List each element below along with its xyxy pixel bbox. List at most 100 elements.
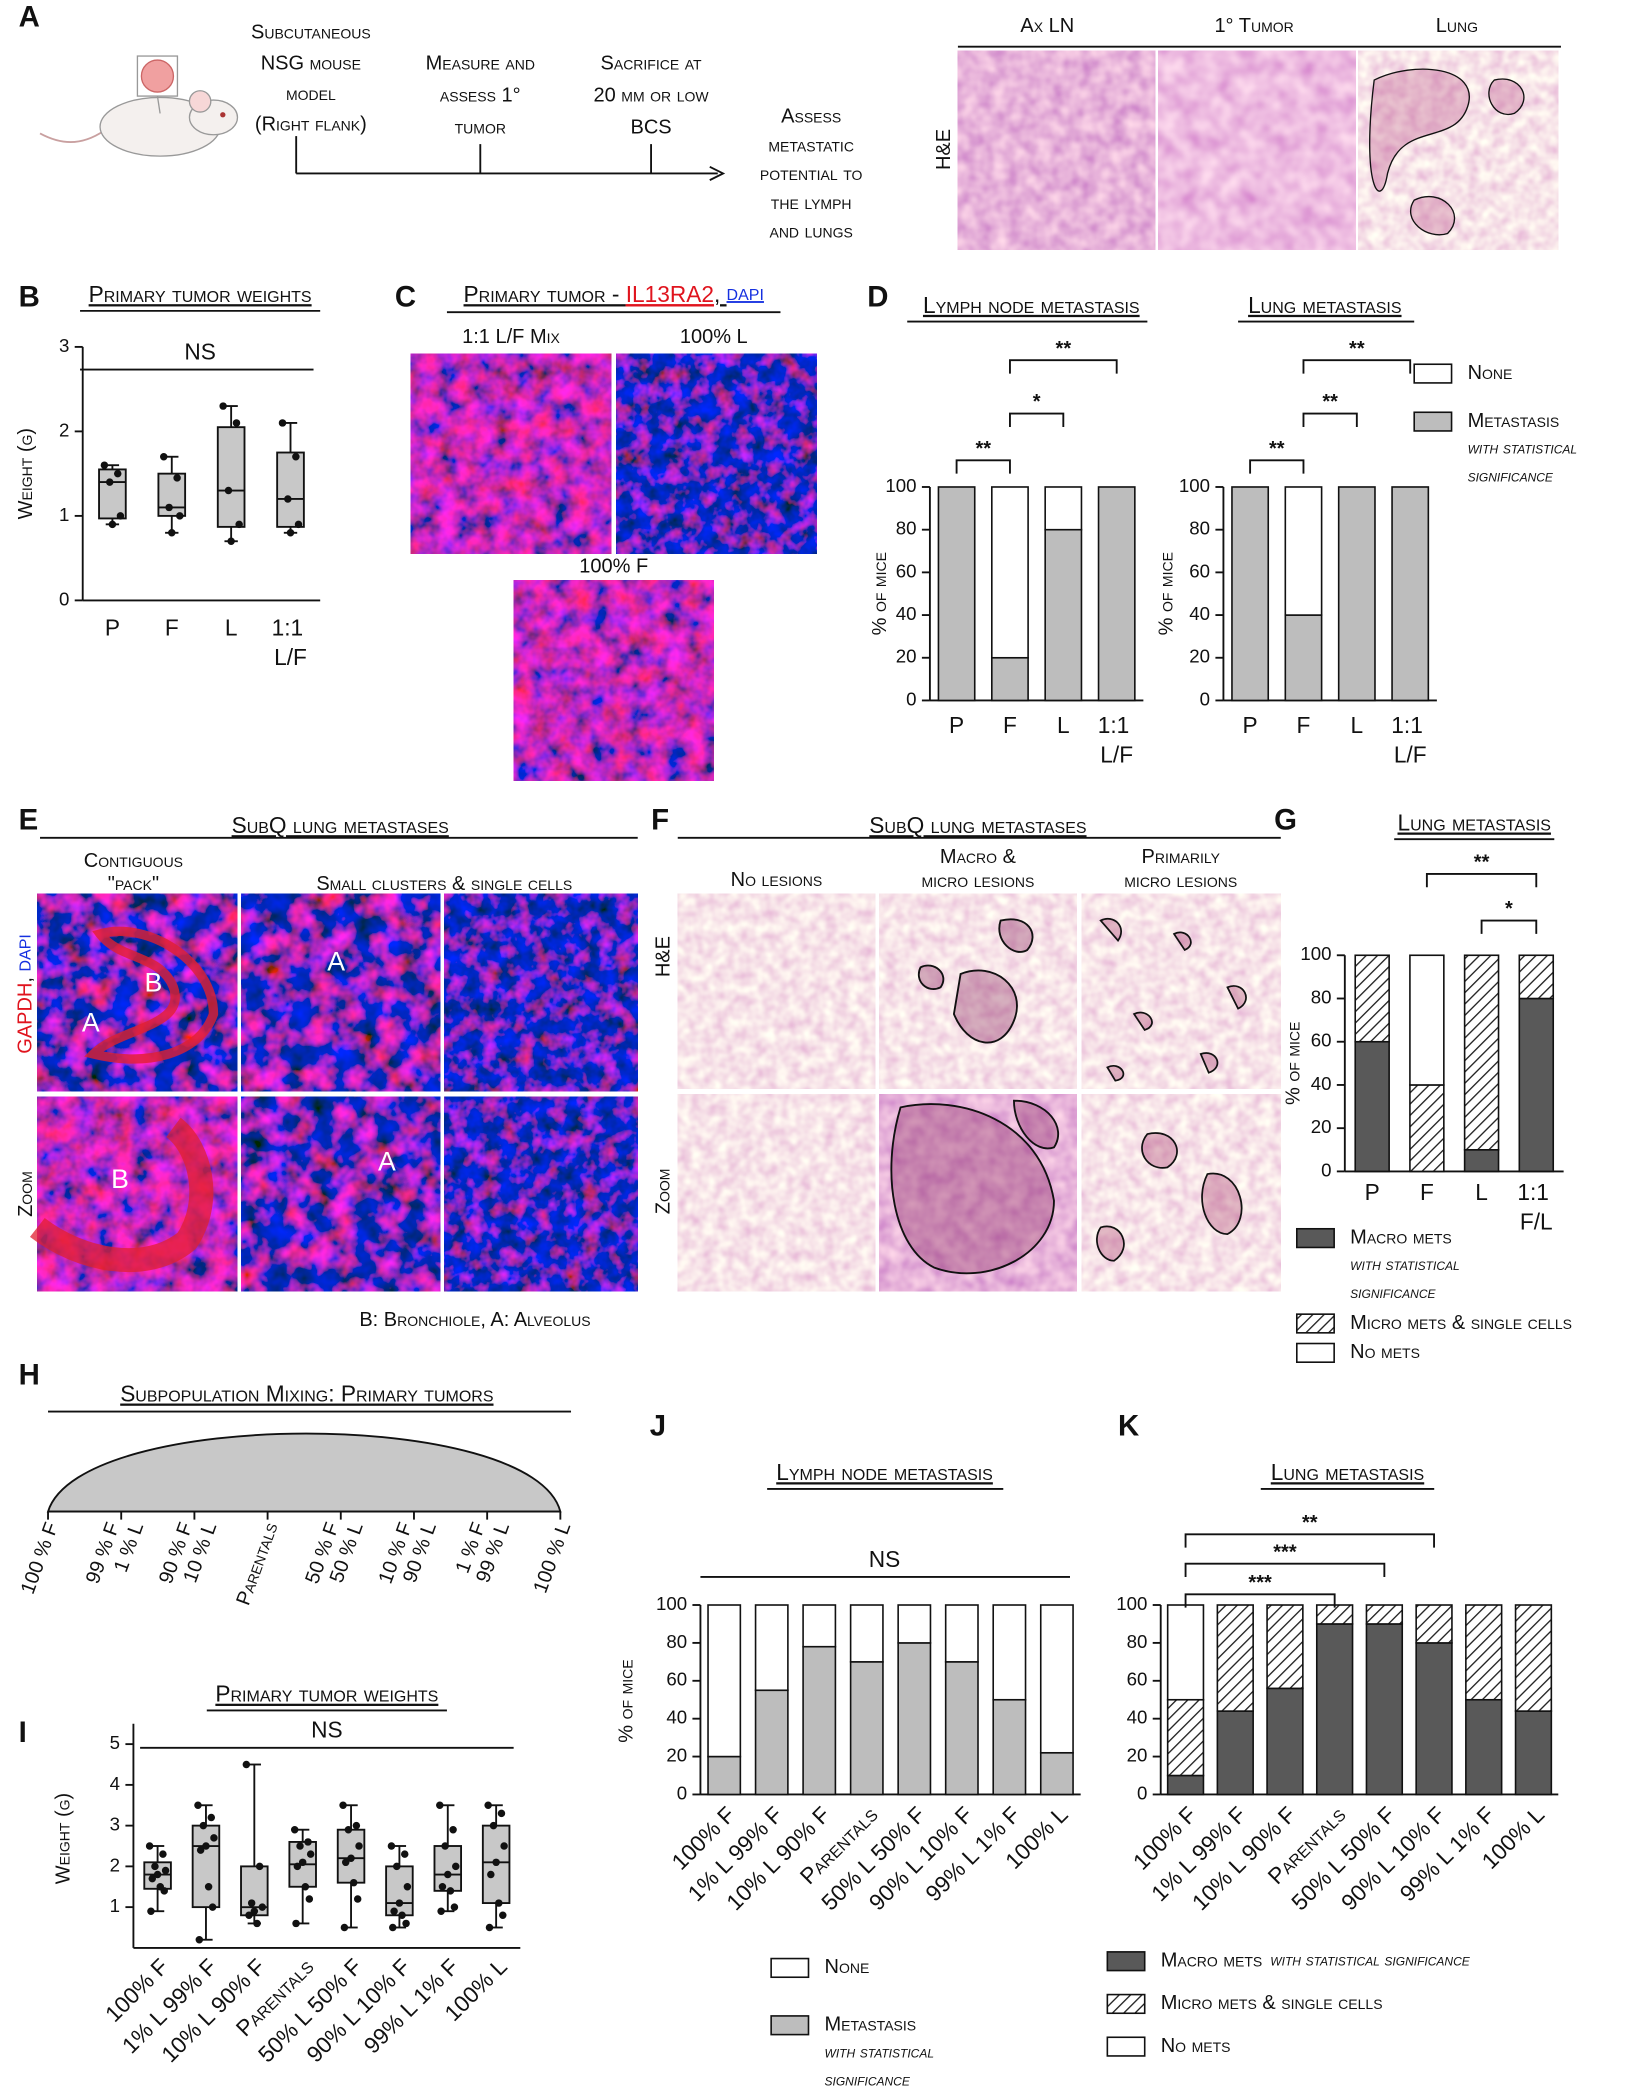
legend-label: No mets (1161, 2035, 1231, 2057)
step-text: NSG mouse (261, 52, 361, 74)
step-text: model (286, 83, 336, 105)
y-tick-label: 0 (677, 1782, 687, 1803)
point (353, 1895, 362, 1903)
point (292, 453, 300, 461)
column-label: No lesions (731, 869, 823, 891)
title-part: Primary tumor - (464, 281, 626, 307)
y-tick-label: 5 (110, 1732, 120, 1753)
bar-segment (1409, 1084, 1445, 1173)
title-part: IL13RA2 (626, 281, 714, 307)
point (436, 1801, 444, 1809)
panel-letter: I (19, 1716, 27, 1749)
bar-segment (1465, 1604, 1503, 1701)
y-tick-label: 60 (1189, 560, 1210, 581)
y-axis-label: Weight (g) (15, 428, 37, 519)
point (114, 469, 122, 478)
point (148, 1874, 157, 1883)
legend-label: Micro mets & single cells (1161, 1992, 1383, 2014)
point (242, 1760, 251, 1769)
point (390, 1907, 398, 1915)
bar-segment (897, 1604, 932, 1644)
point (500, 1842, 508, 1850)
significance-bracket (1302, 359, 1412, 374)
bronchiole-outline (84, 926, 219, 1064)
step-text: and lungs (769, 220, 852, 242)
point (349, 1878, 358, 1887)
panel-letter: C (395, 281, 416, 314)
chart-title: Lung metastasis (1398, 810, 1551, 836)
legend-swatch (1106, 2036, 1146, 2057)
point (224, 486, 233, 495)
box (276, 451, 305, 528)
panel-letter: K (1118, 1409, 1139, 1442)
point (210, 1834, 218, 1842)
y-tick-label: 80 (1189, 518, 1210, 539)
bar-segment (1266, 1687, 1304, 1796)
bar-segment (754, 1689, 789, 1796)
point (145, 1842, 154, 1850)
point (484, 1801, 492, 1809)
point (255, 1862, 264, 1871)
y-tick-label: 100 (656, 1593, 687, 1614)
label-line: L/F (1394, 741, 1427, 767)
micrograph (677, 1094, 876, 1292)
bar-segment (1166, 1698, 1205, 1777)
bar-segment (1465, 1698, 1503, 1796)
bar-segment (1365, 1604, 1404, 1625)
legend-label: Metastasis (1468, 410, 1560, 432)
panel-letter: F (651, 804, 669, 837)
legend-swatch (1106, 1951, 1146, 1972)
step-text: Sacrifice at (601, 52, 703, 74)
column-label: Macro & (940, 846, 1017, 868)
y-tick-label: 0 (59, 588, 69, 609)
point (161, 1866, 170, 1875)
bar-segment (1354, 1040, 1390, 1173)
point (176, 512, 184, 520)
bar-segment (1518, 997, 1555, 1173)
note-line: significance (1350, 1284, 1436, 1303)
point (147, 1907, 155, 1915)
step-text: Measure and (426, 52, 535, 74)
bar-segment (992, 1698, 1027, 1796)
step-text: Subcutaneous (251, 22, 371, 44)
point (105, 478, 114, 486)
y-tick-label: 100 (1300, 943, 1331, 964)
bar-segment (849, 1604, 884, 1663)
point (487, 1870, 495, 1879)
point (444, 1870, 452, 1879)
significance-label: ** (1322, 391, 1338, 413)
point (207, 1813, 216, 1822)
step-text: (Right flank) (255, 114, 367, 136)
y-tick-label: 100 (885, 475, 916, 496)
x-tick-label: F (1003, 712, 1017, 738)
point (227, 537, 235, 545)
significance-label: *** (1248, 1572, 1272, 1594)
chart-title: Lymph node metastasis (776, 1459, 993, 1485)
bar-segment (1166, 1774, 1205, 1796)
legend-label: Micro mets & single cells (1350, 1312, 1572, 1334)
mix-label: Parentals (232, 1520, 282, 1609)
significance-bracket (1184, 1533, 1435, 1548)
image-marker: A (82, 1008, 100, 1038)
point (245, 1911, 253, 1920)
label-line: F/L (1520, 1208, 1553, 1234)
bar-segment (1315, 1623, 1354, 1796)
micrograph (513, 580, 714, 781)
panel-letter: G (1274, 804, 1297, 837)
micrograph (879, 1094, 1077, 1292)
mixing-shape (46, 1432, 562, 1513)
bar-segment (1391, 486, 1430, 702)
point (497, 1809, 506, 1818)
y-axis-label: % of mice (869, 552, 891, 635)
point (492, 1858, 500, 1867)
bar-segment (991, 656, 1029, 702)
point (235, 520, 243, 529)
significance-bracket (1302, 412, 1358, 427)
chart-title: Lymph node metastasis (923, 292, 1140, 318)
bar-segment (1266, 1604, 1304, 1690)
significance-bracket (1184, 1562, 1386, 1577)
label-part: GAPDH (15, 983, 37, 1054)
point (232, 419, 241, 427)
mouse-eye (220, 112, 226, 118)
